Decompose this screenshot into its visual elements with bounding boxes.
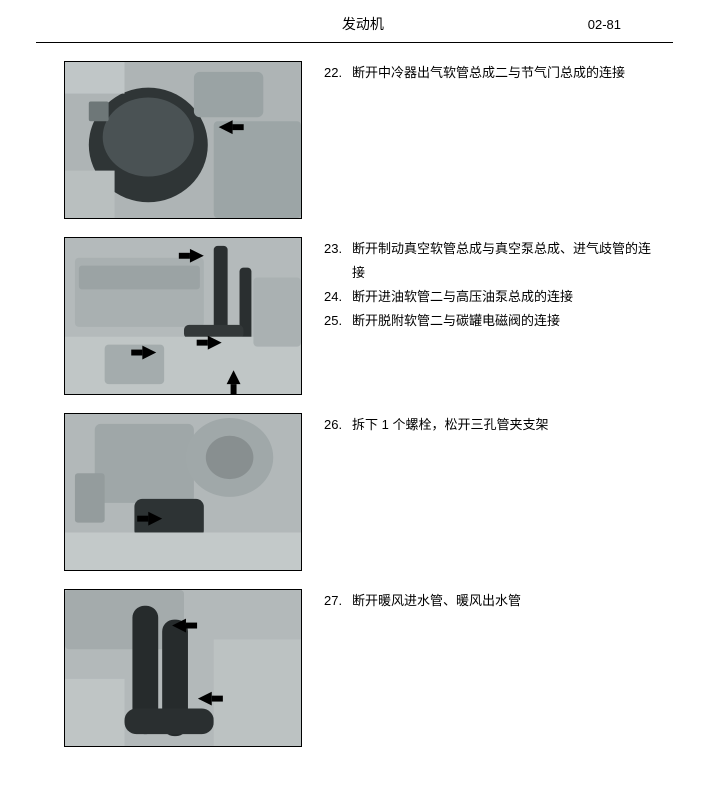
step-line: 23.断开制动真空软管总成与真空泵总成、进气歧管的连接 <box>324 237 657 285</box>
step-instruction: 断开中冷器出气软管总成二与节气门总成的连接 <box>352 61 625 85</box>
page-title: 发动机 <box>138 14 588 34</box>
step-line: 22.断开中冷器出气软管总成二与节气门总成的连接 <box>324 61 625 85</box>
step-number: 26. <box>324 413 352 437</box>
step-line: 25.断开脱附软管二与碳罐电磁阀的连接 <box>324 309 657 333</box>
step-number: 22. <box>324 61 352 85</box>
step-line: 26.拆下 1 个螺栓，松开三孔管夹支架 <box>324 413 548 437</box>
step-text-block: 23.断开制动真空软管总成与真空泵总成、进气歧管的连接24.断开进油软管二与高压… <box>302 237 657 333</box>
step-number: 24. <box>324 285 352 309</box>
step-instruction: 断开制动真空软管总成与真空泵总成、进气歧管的连接 <box>352 237 657 285</box>
step-line: 27.断开暖风进水管、暖风出水管 <box>324 589 521 613</box>
step-instruction: 断开进油软管二与高压油泵总成的连接 <box>352 285 657 309</box>
step-row: 23.断开制动真空软管总成与真空泵总成、进气歧管的连接24.断开进油软管二与高压… <box>64 237 657 395</box>
step-figure <box>64 237 302 395</box>
step-text-block: 26.拆下 1 个螺栓，松开三孔管夹支架 <box>302 413 548 437</box>
step-figure <box>64 61 302 219</box>
step-instruction: 拆下 1 个螺栓，松开三孔管夹支架 <box>352 413 548 437</box>
page-header: 发动机 02-81 <box>36 0 673 43</box>
page-number: 02-81 <box>588 17 621 32</box>
step-text-block: 27.断开暖风进水管、暖风出水管 <box>302 589 521 613</box>
step-figure <box>64 413 302 571</box>
step-instruction: 断开脱附软管二与碳罐电磁阀的连接 <box>352 309 657 333</box>
step-row: 22.断开中冷器出气软管总成二与节气门总成的连接 <box>64 61 657 219</box>
step-instruction: 断开暖风进水管、暖风出水管 <box>352 589 521 613</box>
step-number: 27. <box>324 589 352 613</box>
step-figure <box>64 589 302 747</box>
step-row: 26.拆下 1 个螺栓，松开三孔管夹支架 <box>64 413 657 571</box>
step-line: 24.断开进油软管二与高压油泵总成的连接 <box>324 285 657 309</box>
step-text-block: 22.断开中冷器出气软管总成二与节气门总成的连接 <box>302 61 625 85</box>
page-content: 22.断开中冷器出气软管总成二与节气门总成的连接 23.断开制动真空软管总成与真空… <box>0 43 709 747</box>
step-number: 23. <box>324 237 352 285</box>
step-row: 27.断开暖风进水管、暖风出水管 <box>64 589 657 747</box>
step-number: 25. <box>324 309 352 333</box>
